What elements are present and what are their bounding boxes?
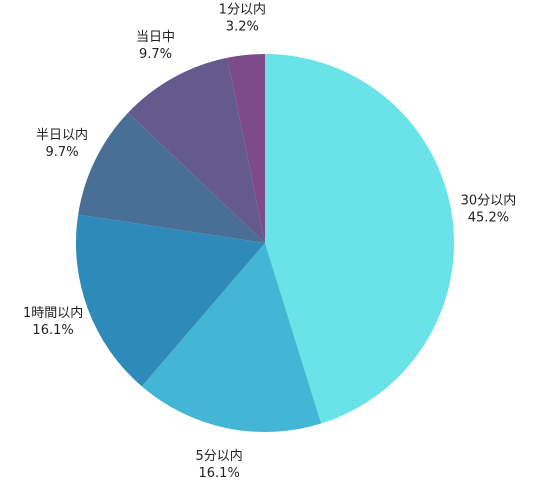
- pie-slice: [227, 54, 265, 243]
- pie-slice: [75, 214, 265, 387]
- slice-label: 30分以内: [461, 193, 517, 209]
- slice-label: 5分以内: [196, 448, 243, 464]
- pie-slice: [78, 112, 265, 243]
- slice-label: 1分以内: [219, 2, 266, 18]
- pie-slice: [128, 57, 265, 243]
- slice-value-label: 45.2%: [468, 211, 509, 226]
- slice-value-label: 16.1%: [32, 323, 73, 338]
- slice-label: 当日中: [136, 30, 175, 45]
- slice-value-label: 9.7%: [46, 145, 79, 160]
- slice-label: 半日以内: [36, 127, 88, 143]
- pie-slice: [141, 243, 322, 432]
- slice-value-label: 16.1%: [199, 466, 240, 481]
- slice-label: 1時間以内: [23, 305, 83, 321]
- pie-slice: [265, 54, 454, 424]
- slice-value-label: 3.2%: [226, 20, 259, 35]
- slice-value-label: 9.7%: [139, 47, 172, 62]
